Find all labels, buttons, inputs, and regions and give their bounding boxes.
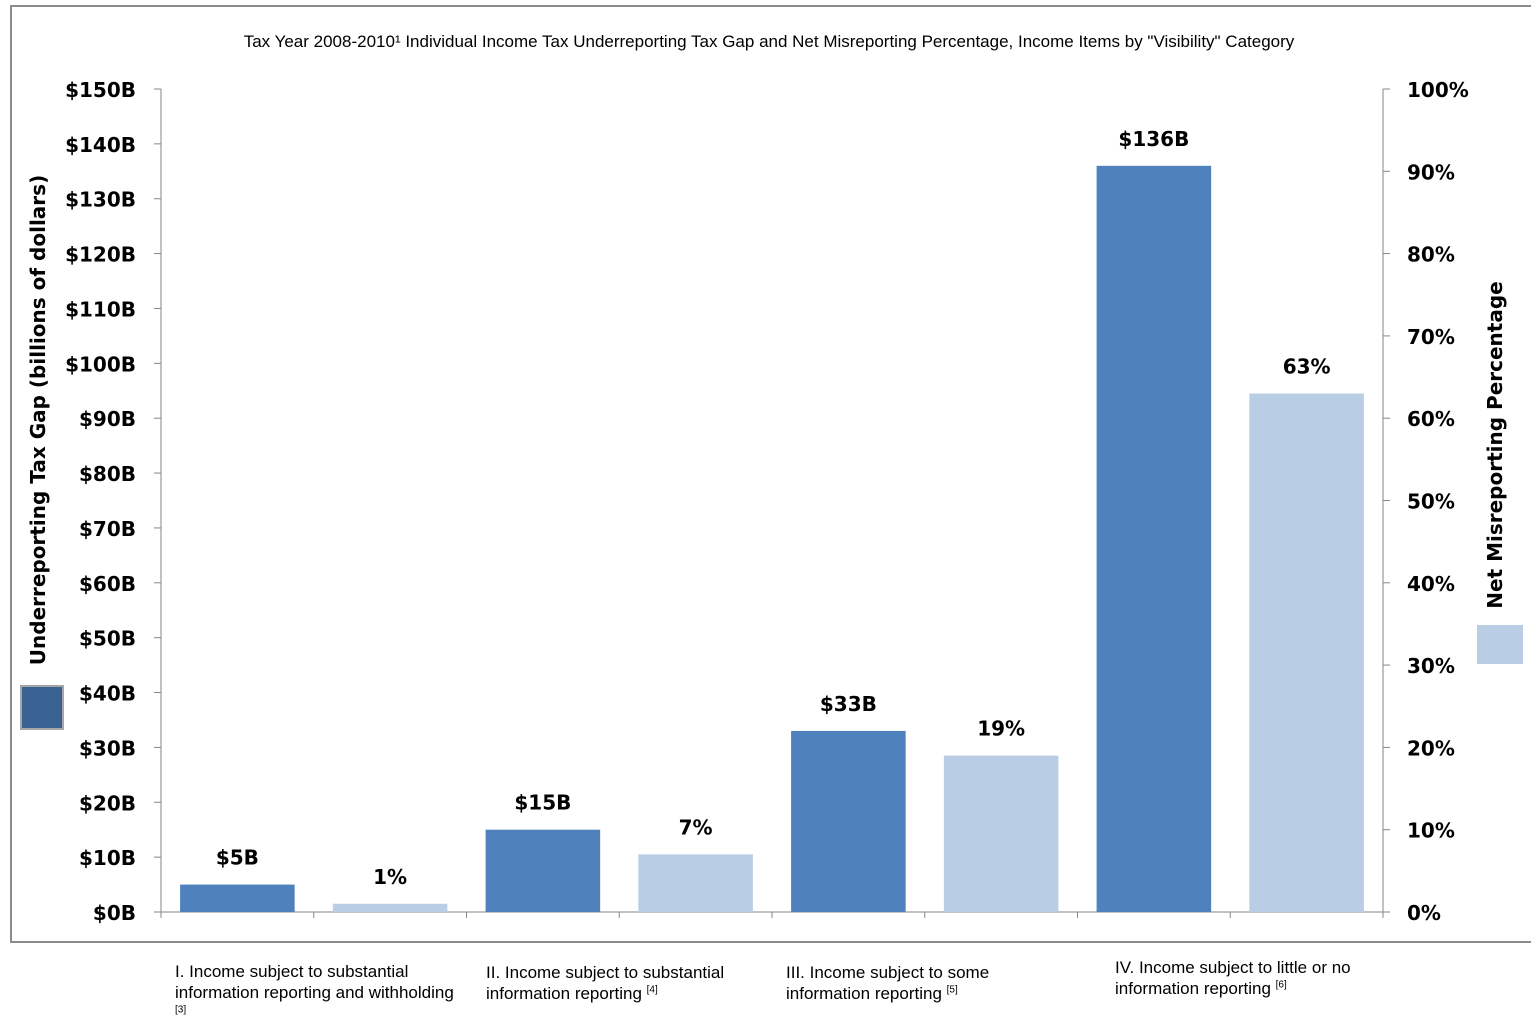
left-tick-label-11: $110B [65,297,136,321]
category-label-4: IV. Income subject to little or no infor… [1115,957,1365,999]
data-label-gap-1: $5B [216,846,259,870]
right-tick-label-3: 30% [1407,654,1455,678]
left-tick-label-14: $140B [65,133,136,157]
category-label-2-note: [4] [646,984,658,996]
left-tick-label-15: $150B [65,78,136,102]
right-tick-label-2: 20% [1407,736,1455,760]
data-label-pct-1: 1% [373,865,407,889]
data-label-pct-4: 63% [1283,355,1331,379]
category-label-2: II. Income subject to substantial inform… [486,962,766,1004]
category-label-4-note: [6] [1275,979,1287,991]
right-tick-label-5: 50% [1407,490,1455,514]
bar-pct-3 [943,755,1059,912]
left-tick-label-10: $100B [65,352,136,376]
left-tick-label-4: $40B [79,682,136,706]
legend-swatch-misreporting [1477,625,1523,664]
left-tick-label-0: $0B [93,901,136,925]
left-tick-label-5: $50B [79,627,136,651]
category-label-3-note: [5] [946,984,958,996]
bar-gap-1 [180,884,295,912]
left-tick-label-3: $30B [79,736,136,760]
left-tick-label-13: $130B [65,188,136,212]
left-tick-label-1: $10B [79,846,136,870]
bar-gap-3 [791,730,906,912]
category-label-3-text: III. Income subject to some information … [786,963,990,1003]
data-label-gap-2: $15B [514,791,571,815]
left-tick-label-9: $90B [79,407,136,431]
category-label-4-text: IV. Income subject to little or no infor… [1115,958,1351,998]
left-tick-label-8: $80B [79,462,136,486]
category-label-2-text: II. Income subject to substantial inform… [486,963,725,1003]
legend-swatch-tax-gap [20,685,64,730]
right-tick-label-7: 70% [1407,325,1455,349]
category-label-1-text: I. Income subject to substantial informa… [175,962,454,1002]
left-tick-label-2: $20B [79,791,136,815]
bar-pct-2 [638,854,753,912]
category-label-1-note: [3] [175,1004,187,1016]
bar-gap-4 [1096,165,1212,912]
category-label-1: I. Income subject to substantial informa… [175,961,455,1024]
bar-pct-4 [1249,393,1364,912]
data-label-gap-4: $136B [1118,127,1189,151]
data-label-gap-3: $33B [820,692,877,716]
right-tick-label-0: 0% [1407,901,1441,925]
chart-frame: Tax Year 2008-2010¹ Individual Income Ta… [10,5,1531,943]
right-tick-label-10: 100% [1407,78,1469,102]
right-tick-label-1: 10% [1407,819,1455,843]
left-axis-title: Underreporting Tax Gap (billions of doll… [26,175,50,665]
chart-title: Tax Year 2008-2010¹ Individual Income Ta… [244,32,1295,51]
data-label-pct-2: 7% [679,815,713,839]
right-axis-title: Net Misreporting Percentage [1483,281,1507,608]
category-label-3: III. Income subject to some information … [786,962,1036,1004]
chart-svg: Tax Year 2008-2010¹ Individual Income Ta… [20,32,1523,925]
left-tick-label-6: $60B [79,572,136,596]
data-label-pct-3: 19% [977,717,1025,741]
left-tick-label-7: $70B [79,517,136,541]
right-tick-label-4: 40% [1407,572,1455,596]
bar-pct-1 [332,903,448,912]
left-tick-label-12: $120B [65,243,136,267]
right-tick-label-8: 80% [1407,243,1455,267]
right-tick-label-6: 60% [1407,407,1455,431]
right-tick-label-9: 90% [1407,160,1455,184]
bar-gap-2 [485,829,601,912]
